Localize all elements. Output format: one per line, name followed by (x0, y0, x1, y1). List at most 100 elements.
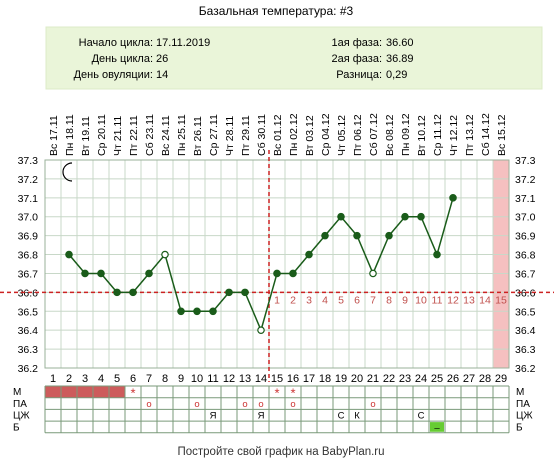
x-tick-label: 12 (223, 373, 235, 385)
date-label: Пт 06.12 (352, 114, 364, 156)
info-left-label: День цикла: (92, 53, 153, 65)
date-label: Сб 14.12 (480, 113, 492, 156)
x-tick-label: 14 (255, 373, 267, 385)
table-marker: o (146, 399, 151, 410)
info-right-value: 0,29 (386, 69, 407, 81)
x-tick-label: 16 (287, 373, 299, 385)
info-right-value: 36.89 (386, 53, 414, 65)
data-point (433, 250, 441, 259)
x-tick-label: 26 (447, 373, 459, 385)
info-right-label: 1ая фаза: (331, 37, 382, 49)
menses-cell (77, 386, 93, 398)
table-marker: Я (210, 411, 217, 422)
table-row-label: Б (516, 422, 523, 433)
data-point (129, 288, 137, 297)
date-label: Пт 29.11 (240, 115, 252, 156)
data-point (449, 194, 457, 202)
phase2-day-label: 11 (432, 294, 443, 306)
x-tick-label: 8 (162, 373, 168, 385)
data-point (257, 326, 265, 334)
date-label: Чт 05.12 (336, 115, 348, 156)
table-marker: o (290, 399, 295, 410)
phase2-day-labels: 1 2 3 4 5 6 7 8 9 10 11 12 13 14 15 (274, 294, 507, 306)
data-points (65, 194, 457, 334)
date-label: Вс 08.12 (384, 114, 396, 156)
data-point (97, 269, 105, 278)
data-point (369, 269, 377, 278)
table-marker: o (258, 399, 263, 410)
x-tick-label: 13 (239, 373, 251, 385)
y-tick-label: 36.2 (515, 363, 536, 375)
y-tick-label: 36.8 (515, 250, 536, 262)
phase2-day-label: 13 (463, 294, 475, 306)
phase2-day-label: 1 (274, 294, 280, 306)
data-point (401, 212, 409, 221)
y-tick-label: 37.2 (515, 174, 536, 186)
y-tick-label: 37.1 (515, 193, 536, 205)
plot-area (45, 160, 509, 368)
y-tick-label: 36.3 (18, 344, 39, 356)
info-right: 1ая фаза: 36.60 2ая фаза: 36.89 Разница: 0,29 (331, 37, 413, 81)
data-point (241, 288, 249, 297)
date-label: Пн 25.11 (176, 114, 188, 156)
date-label: Сб 23.11 (144, 114, 156, 156)
x-tick-label: 22 (383, 373, 395, 385)
y-tick-label: 36.6 (18, 287, 39, 299)
y-tick-label: 37.3 (18, 155, 39, 167)
info-panel (45, 26, 543, 90)
phase2-day-label: 9 (402, 294, 408, 306)
info-left-value: 14 (156, 69, 168, 81)
y-tick-label: 36.6 (515, 287, 536, 299)
x-tick-label: 1 (50, 373, 56, 385)
plot-border (44, 159, 510, 369)
footer-link[interactable]: Постройте свой график на BabyPlan.ru (177, 446, 384, 458)
y-tick-label: 36.9 (515, 231, 536, 243)
y-tick-label: 36.8 (18, 250, 39, 262)
data-point (81, 269, 89, 278)
info-left-label: Начало цикла: (79, 37, 153, 49)
x-tick-label: 27 (463, 373, 475, 385)
x-tick-label: 4 (98, 373, 104, 385)
table-row-label: ПА (516, 399, 530, 410)
phase2-day-label: 12 (447, 294, 459, 306)
table-marker: К (354, 411, 360, 422)
data-point (193, 307, 201, 316)
table-row-label: Б (13, 422, 20, 433)
x-tick-label: 21 (367, 373, 379, 385)
table-marker: * (130, 386, 135, 401)
highlight-cell (430, 422, 444, 432)
x-tick-label: 29 (495, 373, 507, 385)
phase2-day-label: 7 (370, 294, 376, 306)
date-labels: Вс 17.11 Пн 18.11 Вт 19.11 Ср 20.11 Чт 21.11… (48, 113, 508, 156)
y-tick-label: 37.2 (18, 174, 39, 186)
menses-cell (45, 386, 61, 398)
x-tick-label: 6 (130, 373, 136, 385)
menses-cell (109, 386, 125, 398)
phase2-day-label: 14 (479, 294, 491, 306)
table-marker: * (290, 386, 295, 401)
x-tick-label: 25 (431, 373, 443, 385)
data-point (209, 307, 217, 316)
date-label: Пн 02.12 (288, 113, 300, 156)
x-tick-label: 20 (351, 373, 363, 385)
x-tick-label: 2 (66, 373, 72, 385)
future-band (493, 160, 509, 368)
table-row-label: ЦЖ (516, 411, 533, 422)
data-point (289, 269, 297, 278)
table-row-label: М (13, 387, 21, 398)
date-label: Сб 07.12 (368, 113, 380, 156)
data-point (145, 269, 153, 278)
x-tick-label: 28 (479, 373, 491, 385)
phase2-day-label: 5 (338, 294, 344, 306)
table-marker: o (242, 399, 247, 410)
y-tick-label: 36.5 (515, 306, 536, 318)
data-point (225, 288, 233, 297)
data-point (161, 250, 169, 259)
info-right-value: 36.60 (386, 37, 414, 49)
x-tick-label: 15 (271, 373, 283, 385)
table-marker: Я (258, 411, 265, 422)
phase2-day-label: 8 (386, 294, 392, 306)
table-row-label: М (516, 387, 524, 398)
